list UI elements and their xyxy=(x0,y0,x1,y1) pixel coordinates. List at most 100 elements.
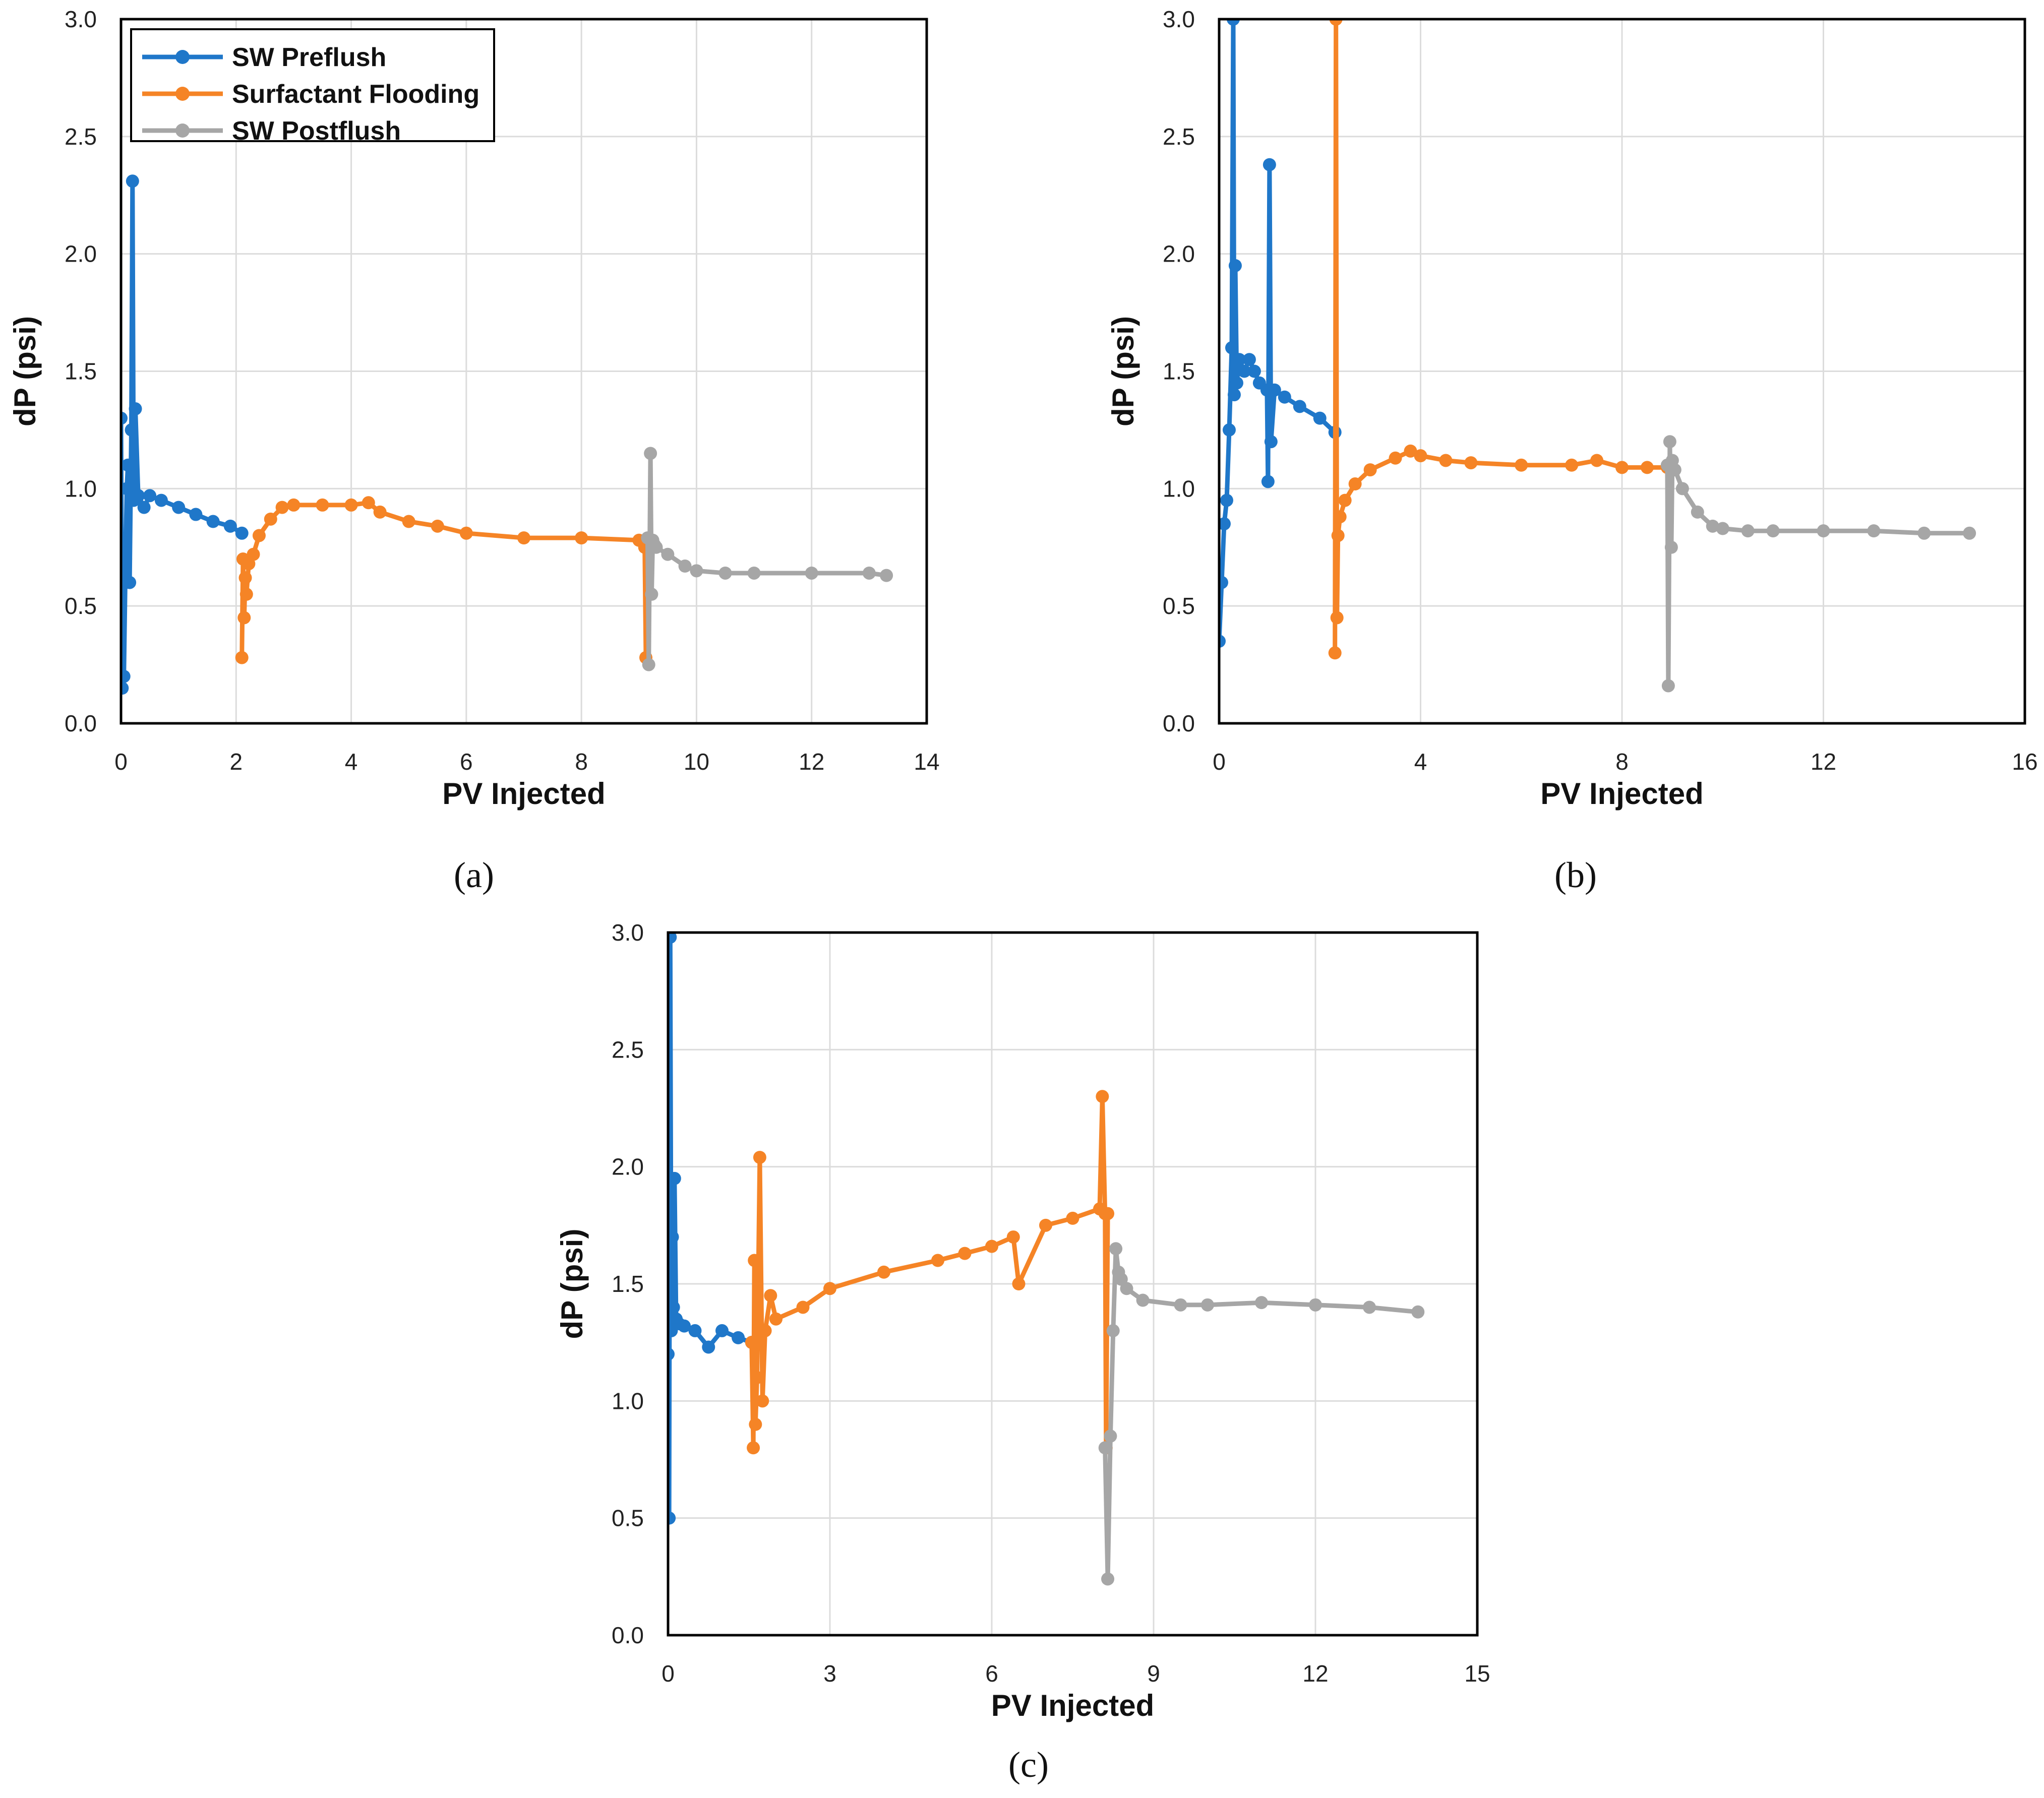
data-point xyxy=(1414,449,1427,463)
data-point xyxy=(1691,505,1704,519)
data-point xyxy=(316,498,329,512)
x-tick-label: 3 xyxy=(823,1660,836,1687)
y-tick-label: 1.0 xyxy=(1163,475,1195,502)
data-point xyxy=(1227,388,1241,402)
data-point xyxy=(1106,1324,1120,1337)
data-point xyxy=(668,1347,675,1361)
y-tick-label: 0.0 xyxy=(65,710,97,736)
data-point xyxy=(1219,576,1228,589)
data-point xyxy=(877,1265,890,1279)
y-tick-label: 0.5 xyxy=(612,1505,644,1531)
x-tick-label: 0 xyxy=(662,1660,675,1687)
y-tick-label: 2.5 xyxy=(65,123,97,150)
data-point xyxy=(264,512,277,526)
data-point xyxy=(678,1319,691,1333)
data-point xyxy=(1225,341,1238,354)
figure-caption: (c) xyxy=(1008,1745,1049,1785)
data-point xyxy=(123,576,137,589)
data-point xyxy=(1096,1090,1109,1103)
data-point xyxy=(223,519,237,533)
data-point xyxy=(1348,477,1362,491)
data-point xyxy=(239,587,253,601)
data-point xyxy=(805,566,818,580)
data-point xyxy=(1228,259,1242,272)
data-point xyxy=(126,174,139,188)
data-point xyxy=(238,571,252,585)
data-point xyxy=(769,1312,783,1326)
data-point xyxy=(1293,400,1306,413)
y-tick-label: 1.5 xyxy=(1163,358,1195,385)
data-point xyxy=(668,1511,676,1525)
data-point xyxy=(756,1394,769,1408)
data-point xyxy=(1664,540,1678,554)
data-point xyxy=(649,540,663,554)
data-point xyxy=(668,1300,680,1314)
plot-frame xyxy=(667,931,1479,1637)
data-point xyxy=(747,1441,760,1455)
data-point xyxy=(1264,435,1278,449)
data-point xyxy=(958,1247,972,1260)
data-point xyxy=(235,526,249,540)
series-group xyxy=(121,174,893,695)
y-tick-label: 2.0 xyxy=(612,1154,644,1180)
data-point xyxy=(985,1239,998,1253)
legend-swatch-marker xyxy=(175,50,190,64)
data-point xyxy=(125,423,138,437)
y-axis-label: dP (psi) xyxy=(1106,316,1140,426)
data-point xyxy=(1268,383,1281,397)
data-point xyxy=(1066,1211,1079,1225)
data-point xyxy=(862,566,876,580)
y-tick-label: 3.0 xyxy=(1163,6,1195,32)
data-point xyxy=(688,1324,702,1337)
data-point xyxy=(747,566,761,580)
data-point xyxy=(823,1282,836,1295)
x-tick-label: 8 xyxy=(575,749,588,775)
data-point xyxy=(1330,611,1344,625)
data-point xyxy=(1663,435,1676,449)
data-point xyxy=(1817,524,1830,538)
x-tick-label: 2 xyxy=(229,749,243,775)
x-tick-label: 4 xyxy=(1414,749,1427,775)
x-tick-label: 0 xyxy=(114,749,128,775)
data-point xyxy=(1867,524,1881,538)
data-point xyxy=(121,411,128,425)
data-point xyxy=(758,1324,772,1337)
data-point xyxy=(1661,679,1675,693)
data-point xyxy=(1247,364,1261,378)
data-point xyxy=(1261,475,1275,488)
data-point xyxy=(121,669,131,683)
data-point xyxy=(715,1324,729,1337)
x-tick-label: 12 xyxy=(1811,749,1836,775)
x-tick-label: 12 xyxy=(799,749,824,775)
data-point xyxy=(1101,1207,1115,1220)
y-tick-label: 1.0 xyxy=(65,475,97,502)
data-point xyxy=(1219,635,1226,648)
x-axis-label: PV Injected xyxy=(991,1689,1154,1722)
x-axis-label: PV Injected xyxy=(1540,777,1703,811)
data-point xyxy=(1255,1296,1268,1310)
data-point xyxy=(459,526,473,540)
data-point xyxy=(143,489,157,503)
data-point xyxy=(247,547,260,561)
data-point xyxy=(1039,1218,1052,1232)
data-point xyxy=(1411,1305,1425,1319)
data-point xyxy=(1331,529,1345,542)
data-point xyxy=(287,498,300,512)
data-point xyxy=(129,402,142,416)
data-point xyxy=(1006,1230,1020,1244)
legend-entry-label: Surfactant Flooding xyxy=(232,80,479,109)
data-point xyxy=(668,1171,681,1185)
plot-frame xyxy=(1218,18,2026,725)
data-point xyxy=(764,1289,777,1303)
data-point xyxy=(1963,526,1976,540)
data-point xyxy=(1668,463,1681,477)
data-point xyxy=(642,658,655,671)
y-tick-label: 1.5 xyxy=(65,358,97,385)
data-point xyxy=(1232,353,1246,366)
data-point xyxy=(1222,423,1236,437)
x-tick-label: 8 xyxy=(1615,749,1629,775)
data-point xyxy=(678,560,692,573)
data-point xyxy=(661,547,675,561)
data-point xyxy=(1242,353,1256,366)
